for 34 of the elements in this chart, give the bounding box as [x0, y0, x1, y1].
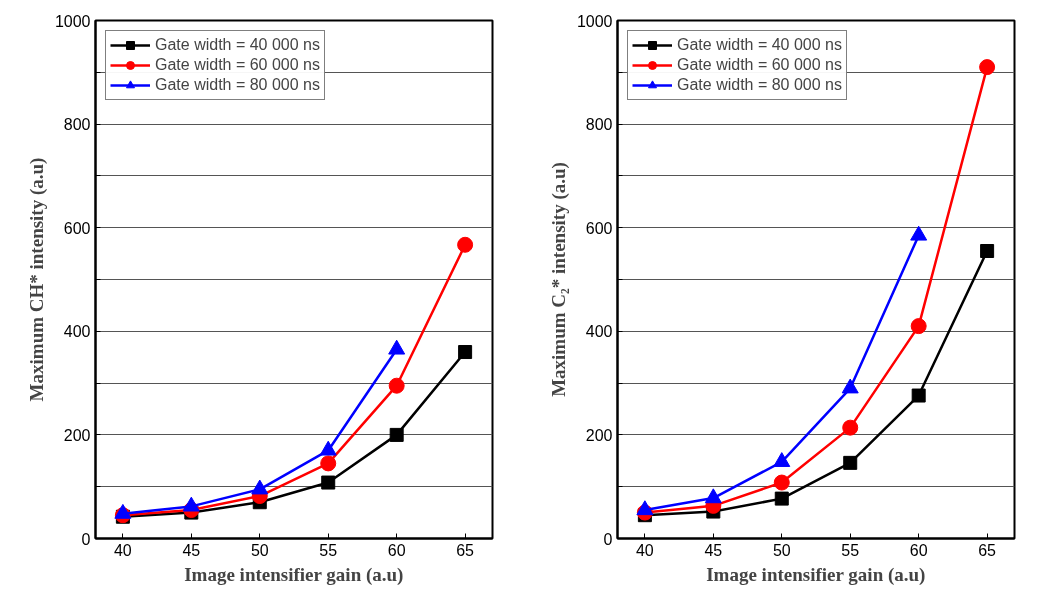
x-tick-label: 40: [113, 541, 132, 559]
x-tick-label: 65: [978, 541, 997, 559]
y-tick-label: 400: [63, 323, 91, 341]
legend-label: Gate width = 80 000 ns: [155, 75, 320, 95]
x-tick-label: 45: [182, 541, 201, 559]
y-tick-label: 800: [63, 116, 91, 134]
y-tick-label: 1000: [54, 12, 91, 30]
legend-label: Gate width = 40 000 ns: [677, 35, 842, 55]
y-tick-label: 0: [81, 530, 91, 548]
y-tick-label: 1000: [576, 12, 613, 30]
x-axis-title: Image intensifier gain (a.u): [706, 563, 926, 586]
x-tick-label: 45: [704, 541, 723, 559]
x-tick-label: 50: [250, 541, 269, 559]
y-tick-label: 0: [603, 530, 613, 548]
y-tick-label: 800: [585, 116, 613, 134]
legend-label: Gate width = 60 000 ns: [677, 55, 842, 75]
y-tick-label: 200: [585, 426, 613, 444]
x-tick-label: 55: [841, 541, 860, 559]
x-tick-label: 60: [909, 541, 928, 559]
x-axis-title: Image intensifier gain (a.u): [184, 563, 404, 586]
x-tick-label: 55: [319, 541, 338, 559]
x-tick-label: 65: [456, 541, 475, 559]
x-tick-label: 50: [772, 541, 791, 559]
legend-label: Gate width = 60 000 ns: [155, 55, 320, 75]
legend-label: Gate width = 80 000 ns: [677, 75, 842, 95]
x-tick-label: 40: [635, 541, 654, 559]
y-axis-title: Maximum CH* intensity (a.u): [25, 157, 48, 402]
legend-label: Gate width = 40 000 ns: [155, 35, 320, 55]
y-tick-label: 200: [63, 426, 91, 444]
y-tick-label: 400: [585, 323, 613, 341]
y-axis-title: Maximum C₂* intensity (a.u): [547, 162, 570, 397]
y-tick-label: 600: [585, 219, 613, 237]
y-tick-label: 600: [63, 219, 91, 237]
x-tick-label: 60: [387, 541, 406, 559]
